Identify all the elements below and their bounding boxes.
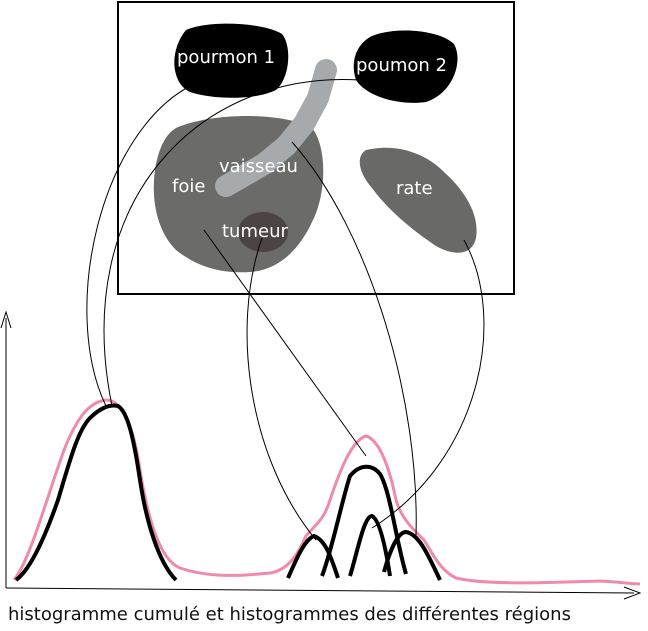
cumulative-histogram-curve [12,398,641,586]
connector-foie [203,229,367,457]
label-pourmon-1: pourmon 1 [177,47,275,68]
histogram-rate [382,529,442,581]
connector-rate [371,239,485,529]
label-poumon-2: poumon 2 [356,55,447,76]
label-rate: rate [396,178,433,199]
label-vaisseau: vaisseau [219,156,298,177]
connector-vaisseau [291,141,417,537]
histogram-foie [320,464,408,577]
x-axis-arrow [623,586,642,600]
connector-poumon-2 [103,78,361,407]
connector-pourmon-1 [86,83,195,407]
y-axis-arrow [0,310,12,329]
label-foie: foie [172,176,205,197]
connector-tumeur [246,237,317,541]
histogram-vaisseau [348,513,392,577]
vessel-shape [215,59,337,197]
histogram-tumeur [286,533,340,579]
x-axis [5,587,635,594]
lung-1-shape [174,23,289,98]
caption: histogramme cumulé et histogrammes des d… [8,604,571,625]
histogram-lungs [14,403,178,582]
label-tumeur: tumeur [222,221,288,242]
lung-2-shape [353,30,458,103]
spleen-shape [359,147,477,253]
tumor-shape [238,212,288,252]
